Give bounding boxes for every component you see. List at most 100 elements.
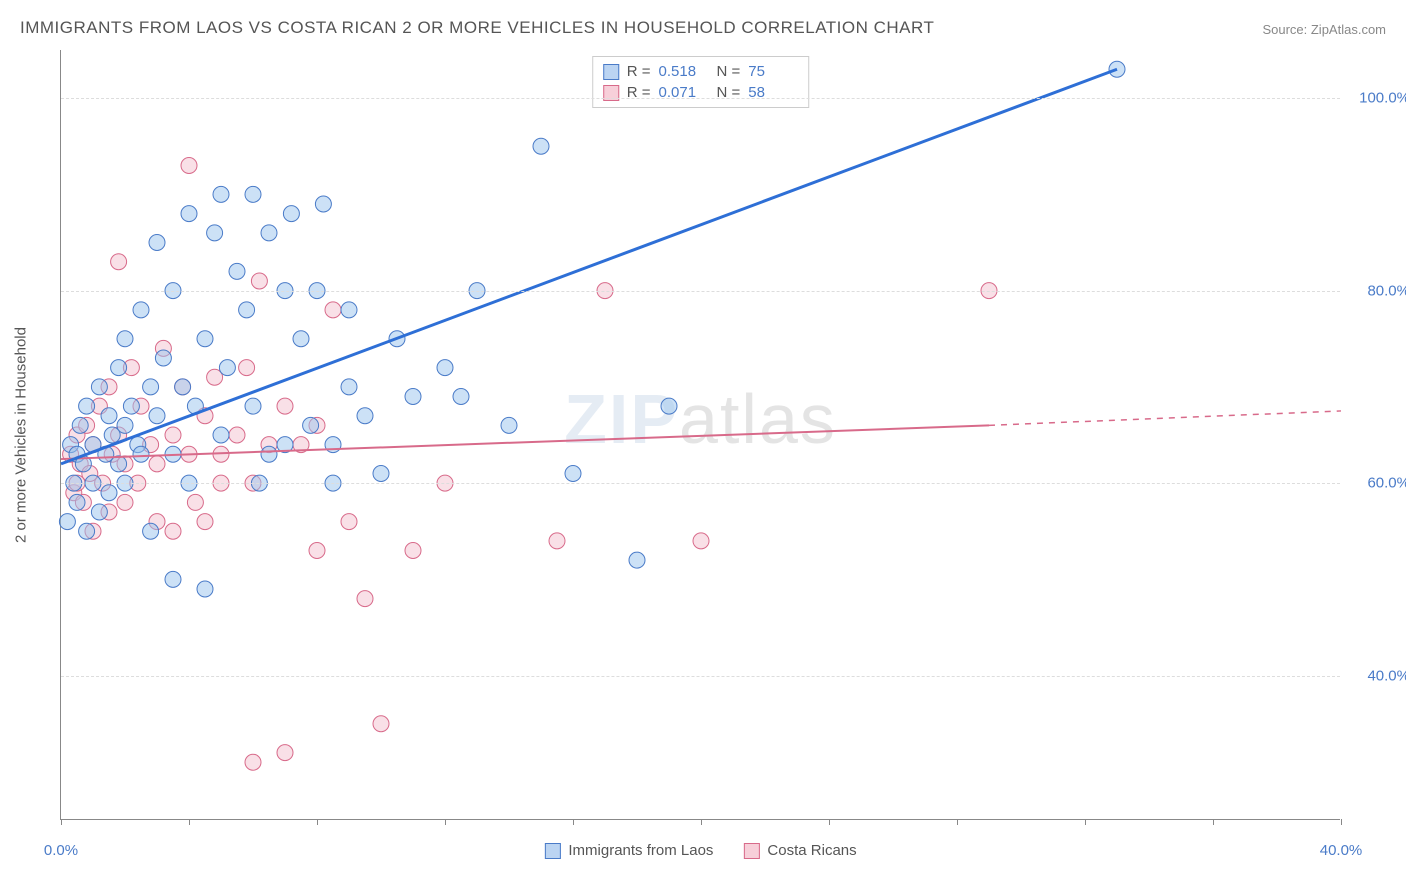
scatter-point-blue	[357, 408, 373, 424]
scatter-point-blue	[239, 302, 255, 318]
scatter-point-pink	[357, 591, 373, 607]
scatter-point-blue	[197, 331, 213, 347]
scatter-point-blue	[117, 331, 133, 347]
scatter-point-pink	[277, 398, 293, 414]
legend-label-pink: Costa Ricans	[767, 842, 856, 859]
scatter-point-blue	[303, 417, 319, 433]
scatter-point-blue	[133, 446, 149, 462]
scatter-point-blue	[661, 398, 677, 414]
y-tick-label: 100.0%	[1350, 90, 1406, 107]
scatter-point-blue	[245, 398, 261, 414]
legend-item-pink: Costa Ricans	[743, 842, 856, 859]
source-label: Source: ZipAtlas.com	[1262, 22, 1386, 37]
x-tick	[1085, 819, 1086, 825]
gridline	[61, 676, 1340, 677]
x-tick	[1213, 819, 1214, 825]
scatter-point-pink	[325, 302, 341, 318]
y-tick-label: 60.0%	[1350, 475, 1406, 492]
x-tick	[189, 819, 190, 825]
gridline	[61, 291, 1340, 292]
legend-label-blue: Immigrants from Laos	[568, 842, 713, 859]
scatter-point-pink	[149, 456, 165, 472]
scatter-point-blue	[143, 523, 159, 539]
x-tick	[701, 819, 702, 825]
scatter-point-blue	[69, 494, 85, 510]
scatter-point-pink	[165, 523, 181, 539]
swatch-pink	[743, 843, 759, 859]
x-tick-label: 0.0%	[44, 842, 78, 859]
scatter-point-pink	[549, 533, 565, 549]
scatter-point-blue	[59, 514, 75, 530]
regression-line-pink	[61, 425, 989, 459]
x-tick	[957, 819, 958, 825]
scatter-point-blue	[123, 398, 139, 414]
x-tick	[573, 819, 574, 825]
scatter-point-pink	[111, 254, 127, 270]
scatter-point-pink	[245, 754, 261, 770]
swatch-blue	[544, 843, 560, 859]
gridline	[61, 483, 1340, 484]
scatter-point-blue	[315, 196, 331, 212]
x-tick-label: 40.0%	[1320, 842, 1363, 859]
scatter-point-pink	[373, 716, 389, 732]
scatter-point-blue	[143, 379, 159, 395]
plot-area: 2 or more Vehicles in Household ZIPatlas…	[60, 50, 1340, 820]
scatter-point-blue	[261, 225, 277, 241]
scatter-point-pink	[239, 360, 255, 376]
scatter-point-blue	[341, 302, 357, 318]
scatter-point-blue	[181, 206, 197, 222]
scatter-point-blue	[261, 446, 277, 462]
scatter-point-blue	[405, 389, 421, 405]
scatter-point-blue	[149, 408, 165, 424]
scatter-point-blue	[91, 379, 107, 395]
y-tick-label: 80.0%	[1350, 282, 1406, 299]
scatter-point-blue	[79, 523, 95, 539]
scatter-point-pink	[197, 514, 213, 530]
scatter-point-blue	[213, 427, 229, 443]
scatter-point-blue	[101, 408, 117, 424]
x-tick	[829, 819, 830, 825]
scatter-point-blue	[111, 360, 127, 376]
gridline	[61, 98, 1340, 99]
scatter-point-blue	[133, 302, 149, 318]
regression-extrapolate-pink	[989, 411, 1341, 425]
scatter-point-blue	[565, 466, 581, 482]
scatter-point-blue	[229, 263, 245, 279]
regression-line-blue	[61, 69, 1117, 464]
x-tick	[1341, 819, 1342, 825]
scatter-point-blue	[533, 138, 549, 154]
scatter-point-pink	[693, 533, 709, 549]
scatter-point-pink	[187, 494, 203, 510]
x-tick	[61, 819, 62, 825]
scatter-point-blue	[293, 331, 309, 347]
scatter-point-blue	[111, 456, 127, 472]
chart-title: IMMIGRANTS FROM LAOS VS COSTA RICAN 2 OR…	[20, 18, 934, 38]
chart-svg	[61, 50, 1340, 819]
scatter-point-blue	[219, 360, 235, 376]
scatter-point-blue	[207, 225, 223, 241]
scatter-point-blue	[197, 581, 213, 597]
scatter-point-pink	[117, 494, 133, 510]
scatter-point-blue	[437, 360, 453, 376]
scatter-point-blue	[165, 571, 181, 587]
scatter-point-blue	[91, 504, 107, 520]
legend-item-blue: Immigrants from Laos	[544, 842, 713, 859]
scatter-point-blue	[79, 398, 95, 414]
scatter-point-pink	[165, 427, 181, 443]
scatter-point-blue	[453, 389, 469, 405]
scatter-point-pink	[405, 543, 421, 559]
scatter-point-blue	[149, 235, 165, 251]
scatter-point-blue	[155, 350, 171, 366]
scatter-point-pink	[341, 514, 357, 530]
scatter-point-pink	[277, 745, 293, 761]
scatter-point-pink	[309, 543, 325, 559]
y-tick-label: 40.0%	[1350, 667, 1406, 684]
scatter-point-blue	[213, 186, 229, 202]
scatter-point-blue	[117, 417, 133, 433]
scatter-point-blue	[373, 466, 389, 482]
x-tick	[445, 819, 446, 825]
scatter-point-blue	[629, 552, 645, 568]
scatter-point-blue	[72, 417, 88, 433]
scatter-point-pink	[229, 427, 245, 443]
scatter-point-pink	[181, 158, 197, 174]
